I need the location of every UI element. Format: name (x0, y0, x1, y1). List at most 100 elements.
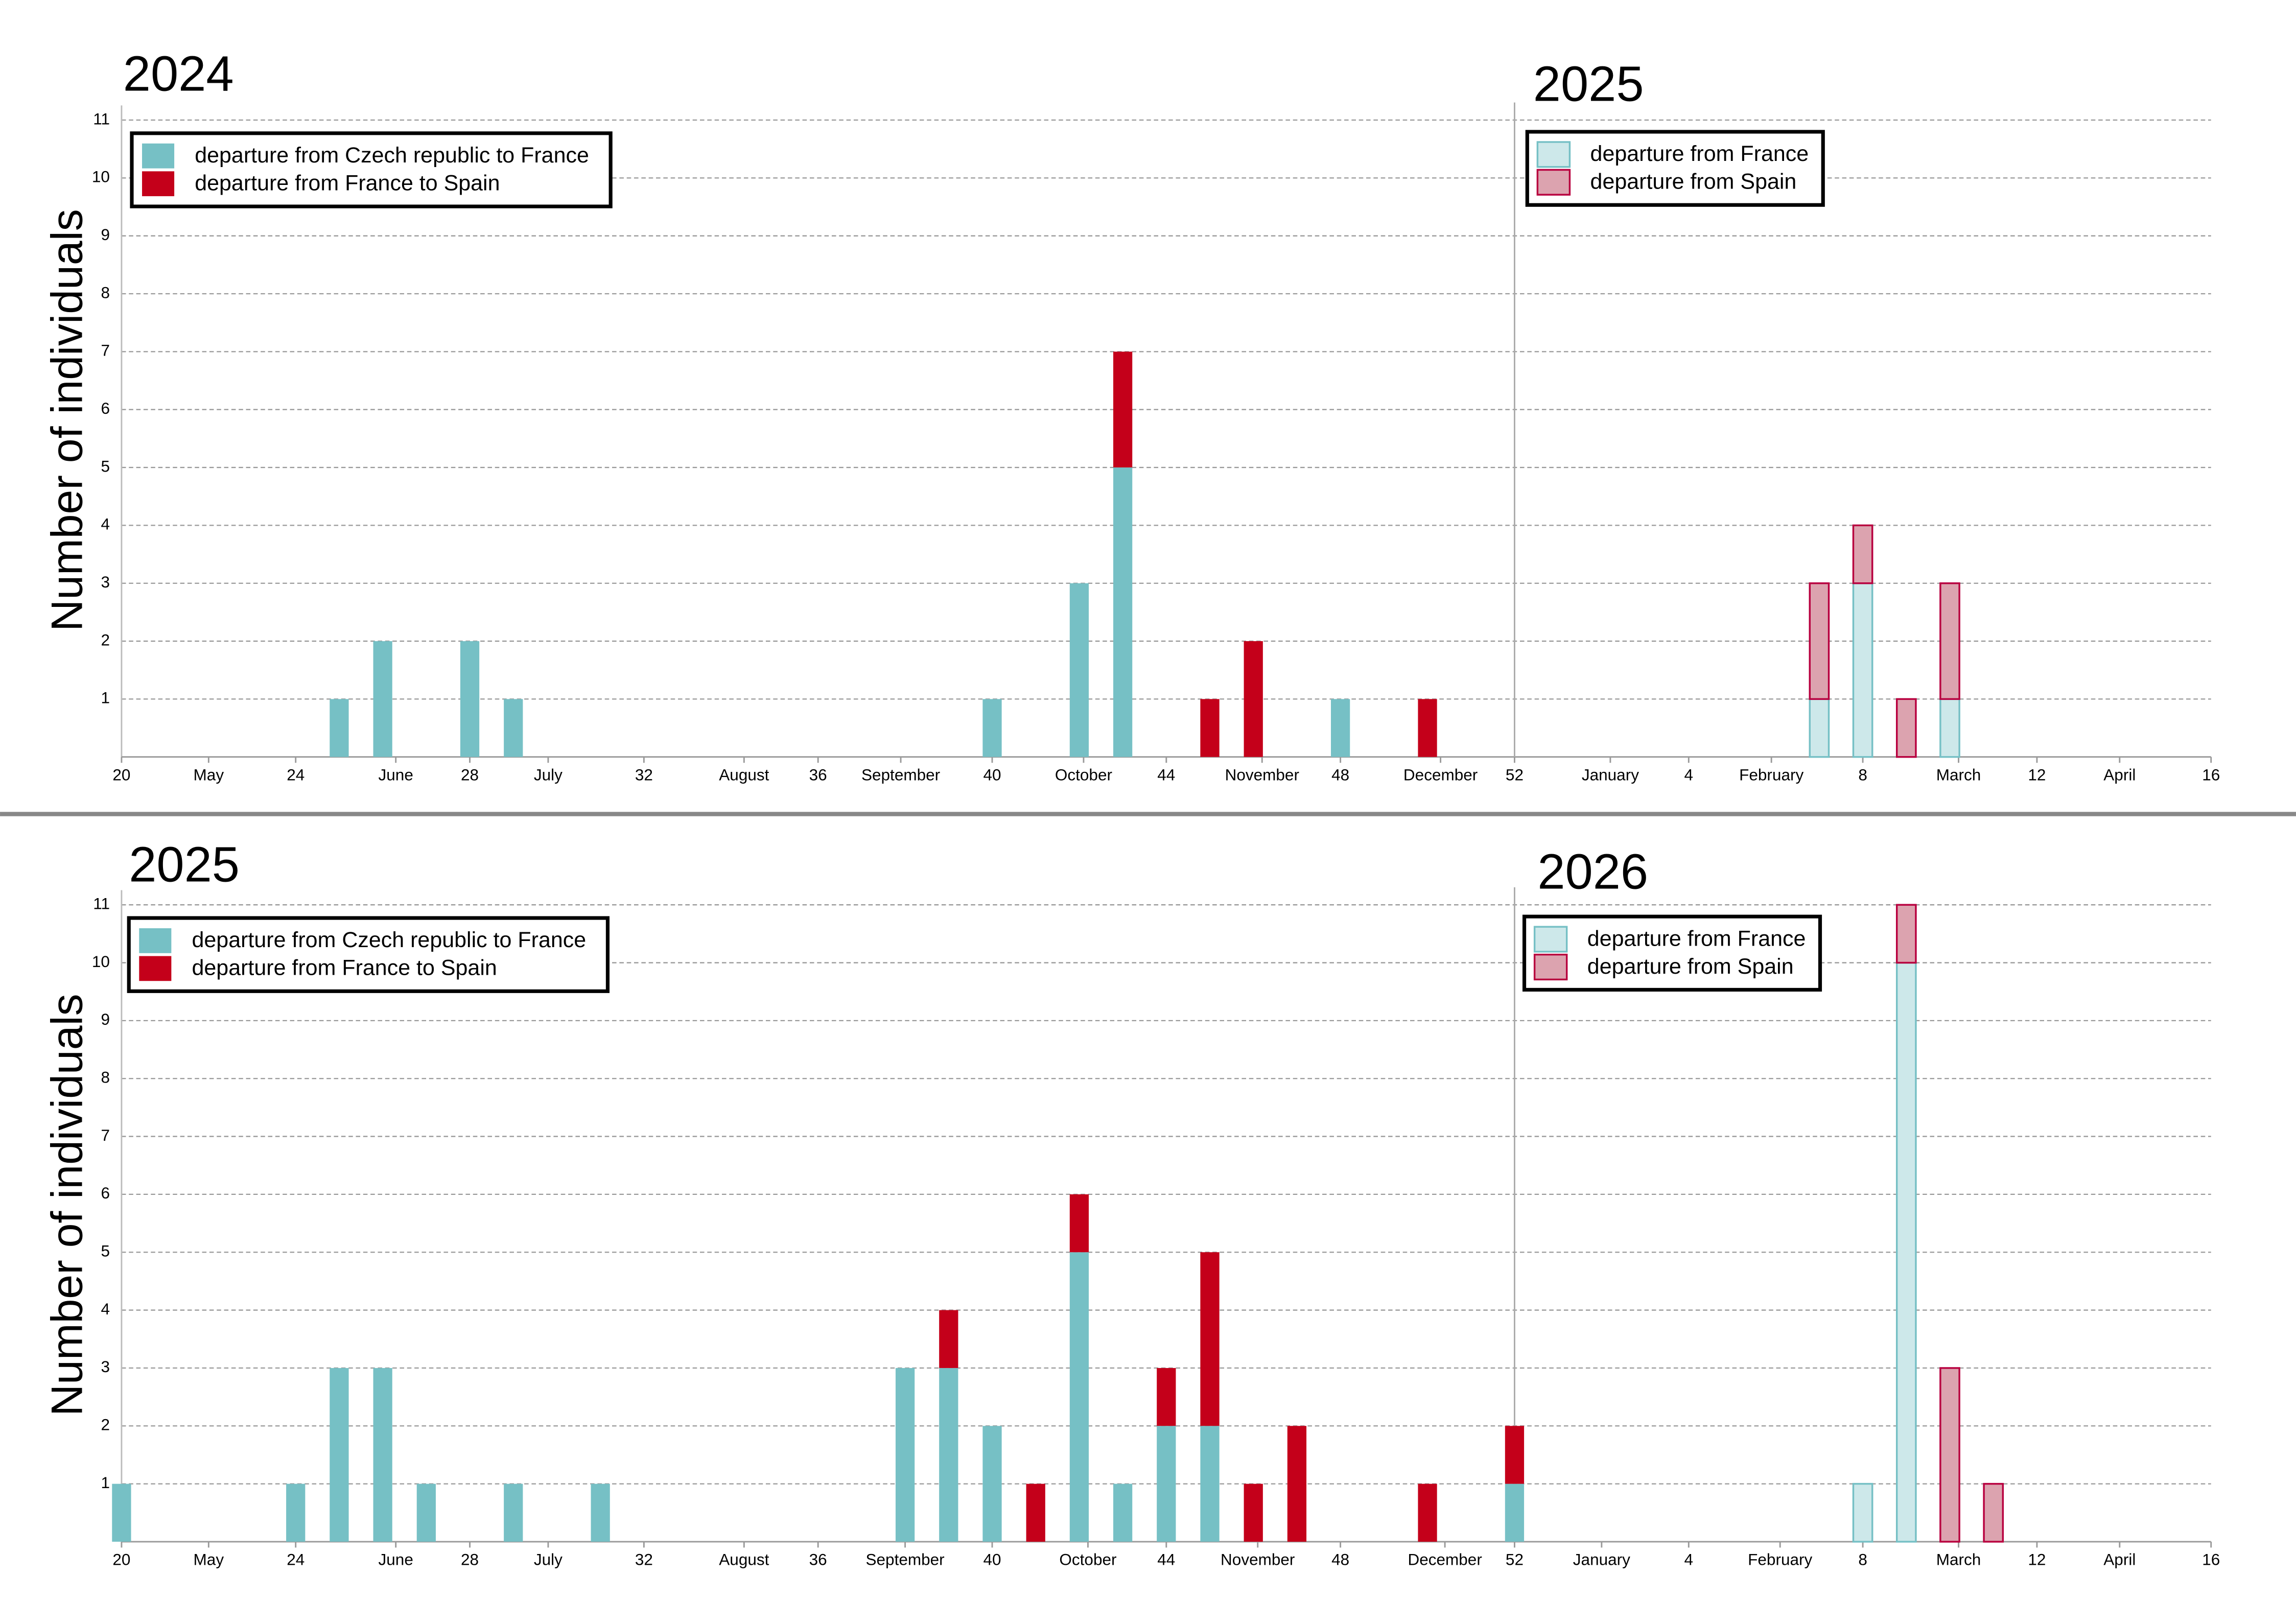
x-tick-label: 16 (2202, 765, 2220, 784)
bar-segment (330, 1368, 349, 1542)
y-tick-label: 10 (92, 168, 110, 186)
bar-segment (1069, 1194, 1089, 1253)
y-tick-label: 8 (101, 283, 110, 301)
x-tick-label: January (1582, 765, 1639, 784)
x-tick-label: March (1936, 1550, 1981, 1569)
legend-label: departure from France (1590, 142, 1809, 166)
x-tick-label: 12 (2028, 765, 2046, 784)
x-tick-label: February (1739, 765, 1803, 784)
y-axis-label: Number of individuals (42, 209, 91, 631)
bar-segment (504, 1484, 523, 1542)
legend-label: departure from France (1587, 926, 1806, 951)
x-tick-label: December (1403, 765, 1478, 784)
x-tick-label: March (1936, 765, 1981, 784)
bar-segment (112, 1484, 131, 1542)
y-axis-label: Number of individuals (42, 994, 91, 1416)
bar-segment (1200, 1252, 1220, 1426)
bar-segment (939, 1368, 958, 1542)
bar-segment (1505, 1426, 1525, 1484)
legend-swatch (142, 143, 175, 169)
y-tick-label: 2 (101, 1416, 110, 1434)
x-tick-label: October (1059, 1550, 1116, 1569)
x-tick-label: 48 (1331, 1550, 1349, 1569)
bar-segment (1939, 698, 1960, 758)
x-tick-label: June (379, 765, 413, 784)
x-tick-label: 44 (1157, 1550, 1175, 1569)
year-label: 2024 (123, 46, 234, 102)
y-tick-label: 9 (101, 1010, 110, 1028)
bar-segment (1939, 582, 1960, 700)
y-tick-label: 8 (101, 1068, 110, 1087)
year-label: 2025 (1533, 56, 1644, 112)
legend-box (130, 131, 613, 208)
x-tick-label: 44 (1157, 765, 1175, 784)
year-label: 2026 (1537, 844, 1648, 900)
bar-segment (1157, 1426, 1176, 1542)
legend-label: departure from France to Spain (192, 956, 497, 980)
bar-segment (460, 641, 480, 757)
legend-box (127, 916, 610, 993)
legend-box (1525, 130, 1825, 207)
bar-segment (1939, 1367, 1960, 1543)
x-tick-label: 24 (287, 1550, 304, 1569)
y-tick-label: 4 (101, 515, 110, 533)
x-tick-label: April (2103, 765, 2136, 784)
bar-segment (330, 699, 349, 757)
bar-segment (1418, 699, 1437, 757)
x-tick-label: September (866, 1550, 945, 1569)
x-tick-label: 16 (2202, 1550, 2220, 1569)
x-tick-label: May (194, 765, 224, 784)
x-tick-label: May (194, 1550, 224, 1569)
bar-segment (1809, 698, 1830, 758)
x-tick-label: 36 (809, 765, 827, 784)
legend-label: departure from France to Spain (195, 171, 500, 195)
x-tick-label: July (534, 1550, 563, 1569)
x-tick-label: 8 (1858, 765, 1867, 784)
y-tick-label: 3 (101, 573, 110, 591)
x-tick-label: 40 (983, 1550, 1001, 1569)
legend-label: departure from Czech republic to France (195, 143, 589, 168)
x-tick-label: April (2103, 1550, 2136, 1569)
x-tick-label: 28 (461, 1550, 479, 1569)
bar-segment (591, 1484, 610, 1542)
x-tick-label: 48 (1331, 765, 1349, 784)
y-tick-label: 5 (101, 1242, 110, 1260)
x-tick-label: November (1221, 1550, 1295, 1569)
legend-swatch (1533, 953, 1568, 981)
y-tick-label: 4 (101, 1300, 110, 1318)
bar-segment (1113, 467, 1133, 757)
legend-swatch (1536, 169, 1571, 196)
bar-segment (1418, 1484, 1437, 1542)
bar-segment (1026, 1484, 1045, 1542)
legend-label: departure from Czech republic to France (192, 928, 586, 952)
y-tick-label: 1 (101, 689, 110, 707)
x-tick-label: August (719, 765, 769, 784)
y-tick-label: 7 (101, 1126, 110, 1144)
bar-segment (1331, 699, 1350, 757)
x-tick-label: January (1573, 1550, 1630, 1569)
x-tick-label: 28 (461, 765, 479, 784)
bar-segment (1157, 1368, 1176, 1426)
x-tick-label: 20 (112, 765, 130, 784)
x-tick-label: August (719, 1550, 769, 1569)
x-tick-label: July (534, 765, 563, 784)
y-tick-label: 11 (93, 895, 110, 913)
legend-swatch (1533, 926, 1568, 953)
bar-segment (1895, 961, 1917, 1543)
legend-swatch (1536, 141, 1571, 168)
bar-segment (1852, 582, 1873, 758)
x-tick-label: 4 (1684, 765, 1694, 784)
y-tick-label: 11 (93, 109, 110, 128)
x-tick-label: 36 (809, 1550, 827, 1569)
legend-box (1522, 914, 1822, 992)
bar-segment (1809, 582, 1830, 700)
x-tick-label: September (861, 765, 940, 784)
legend-swatch (139, 956, 172, 981)
y-tick-label: 2 (101, 630, 110, 649)
bar-segment (504, 699, 523, 757)
x-tick-label: 32 (635, 765, 653, 784)
x-tick-label: 4 (1684, 1550, 1694, 1569)
bar-segment (373, 1368, 392, 1542)
